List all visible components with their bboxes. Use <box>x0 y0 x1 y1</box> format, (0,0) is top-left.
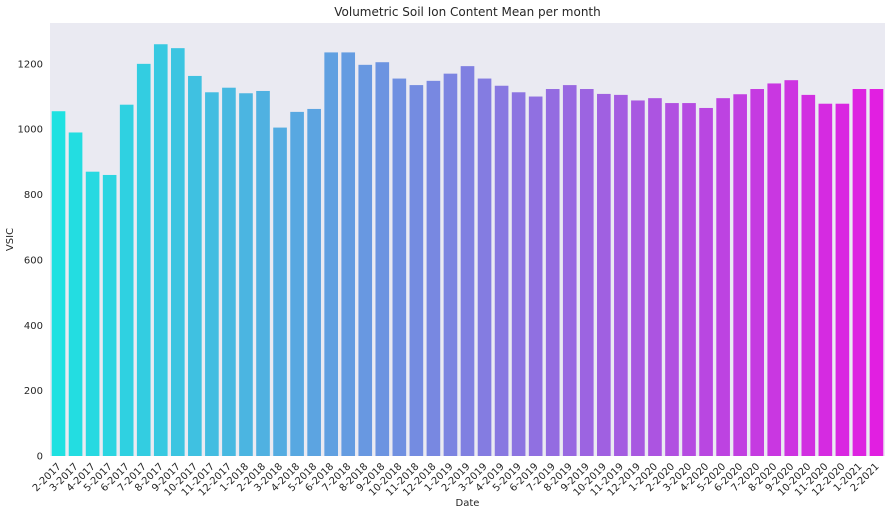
y-tick-label: 1000 <box>18 125 43 136</box>
bar-3-2017 <box>68 132 83 457</box>
y-axis-title: VSIC <box>5 228 16 251</box>
bar-4-2018 <box>290 111 304 457</box>
bar-10-2017 <box>188 75 202 457</box>
chart-title: Volumetric Soil Ion Content Mean per mon… <box>334 5 601 19</box>
bar-5-2020 <box>716 98 730 456</box>
y-tick-label: 1200 <box>18 59 43 70</box>
y-tick-label: 0 <box>37 452 43 463</box>
bar-10-2019 <box>597 93 611 456</box>
bar-2-2017 <box>51 111 66 457</box>
x-axis-title: Date <box>456 498 480 509</box>
bars <box>51 44 884 457</box>
bar-8-2019 <box>562 85 577 456</box>
x-axis: 2-20173-20174-20175-20176-20177-20178-20… <box>31 461 882 498</box>
bar-8-2020 <box>767 83 782 456</box>
bar-11-2019 <box>614 94 628 456</box>
bar-6-2017 <box>119 104 134 456</box>
bar-10-2018 <box>392 78 407 456</box>
bar-6-2020 <box>733 94 747 456</box>
bar-3-2019 <box>477 78 492 456</box>
bar-5-2019 <box>511 92 526 456</box>
bar-10-2020 <box>801 94 816 456</box>
bar-9-2019 <box>579 89 594 456</box>
y-tick-label: 200 <box>24 386 43 397</box>
bar-4-2020 <box>699 107 713 456</box>
bar-2-2020 <box>665 103 679 456</box>
y-tick-label: 800 <box>24 190 43 201</box>
bar-9-2020 <box>784 80 799 456</box>
y-tick-label: 600 <box>24 255 43 266</box>
bar-12-2017 <box>222 87 236 457</box>
bar-8-2017 <box>153 44 168 456</box>
bar-7-2020 <box>750 89 765 456</box>
bar-2-2019 <box>460 66 475 457</box>
y-tick-label: 400 <box>24 321 43 332</box>
bar-1-2018 <box>239 93 253 456</box>
y-axis: 0 200 400 600 800 1000 1200 <box>18 59 43 462</box>
bar-9-2017 <box>170 48 185 456</box>
bar-5-2018 <box>307 108 321 457</box>
bar-9-2018 <box>375 62 390 457</box>
bar-4-2019 <box>494 85 509 457</box>
bar-6-2018 <box>324 52 338 457</box>
bar-8-2018 <box>358 64 373 456</box>
bar-5-2017 <box>102 174 117 456</box>
bar-12-2019 <box>631 100 645 456</box>
bar-6-2019 <box>528 96 543 456</box>
bar-7-2017 <box>136 63 151 456</box>
bar-7-2019 <box>545 89 560 456</box>
bar-3-2018 <box>273 127 287 457</box>
bar-2-2021 <box>869 89 884 456</box>
bar-7-2018 <box>341 52 356 457</box>
bar-1-2019 <box>443 73 458 456</box>
bar-1-2020 <box>648 98 662 456</box>
bar-11-2020 <box>818 103 833 456</box>
bar-3-2020 <box>682 103 696 456</box>
bar-4-2017 <box>85 171 100 457</box>
bar-11-2017 <box>205 92 219 456</box>
bar-12-2020 <box>835 103 850 456</box>
bar-1-2021 <box>852 89 867 456</box>
bar-11-2018 <box>409 85 424 456</box>
bar-12-2018 <box>426 80 441 457</box>
bar-2-2018 <box>256 90 270 456</box>
